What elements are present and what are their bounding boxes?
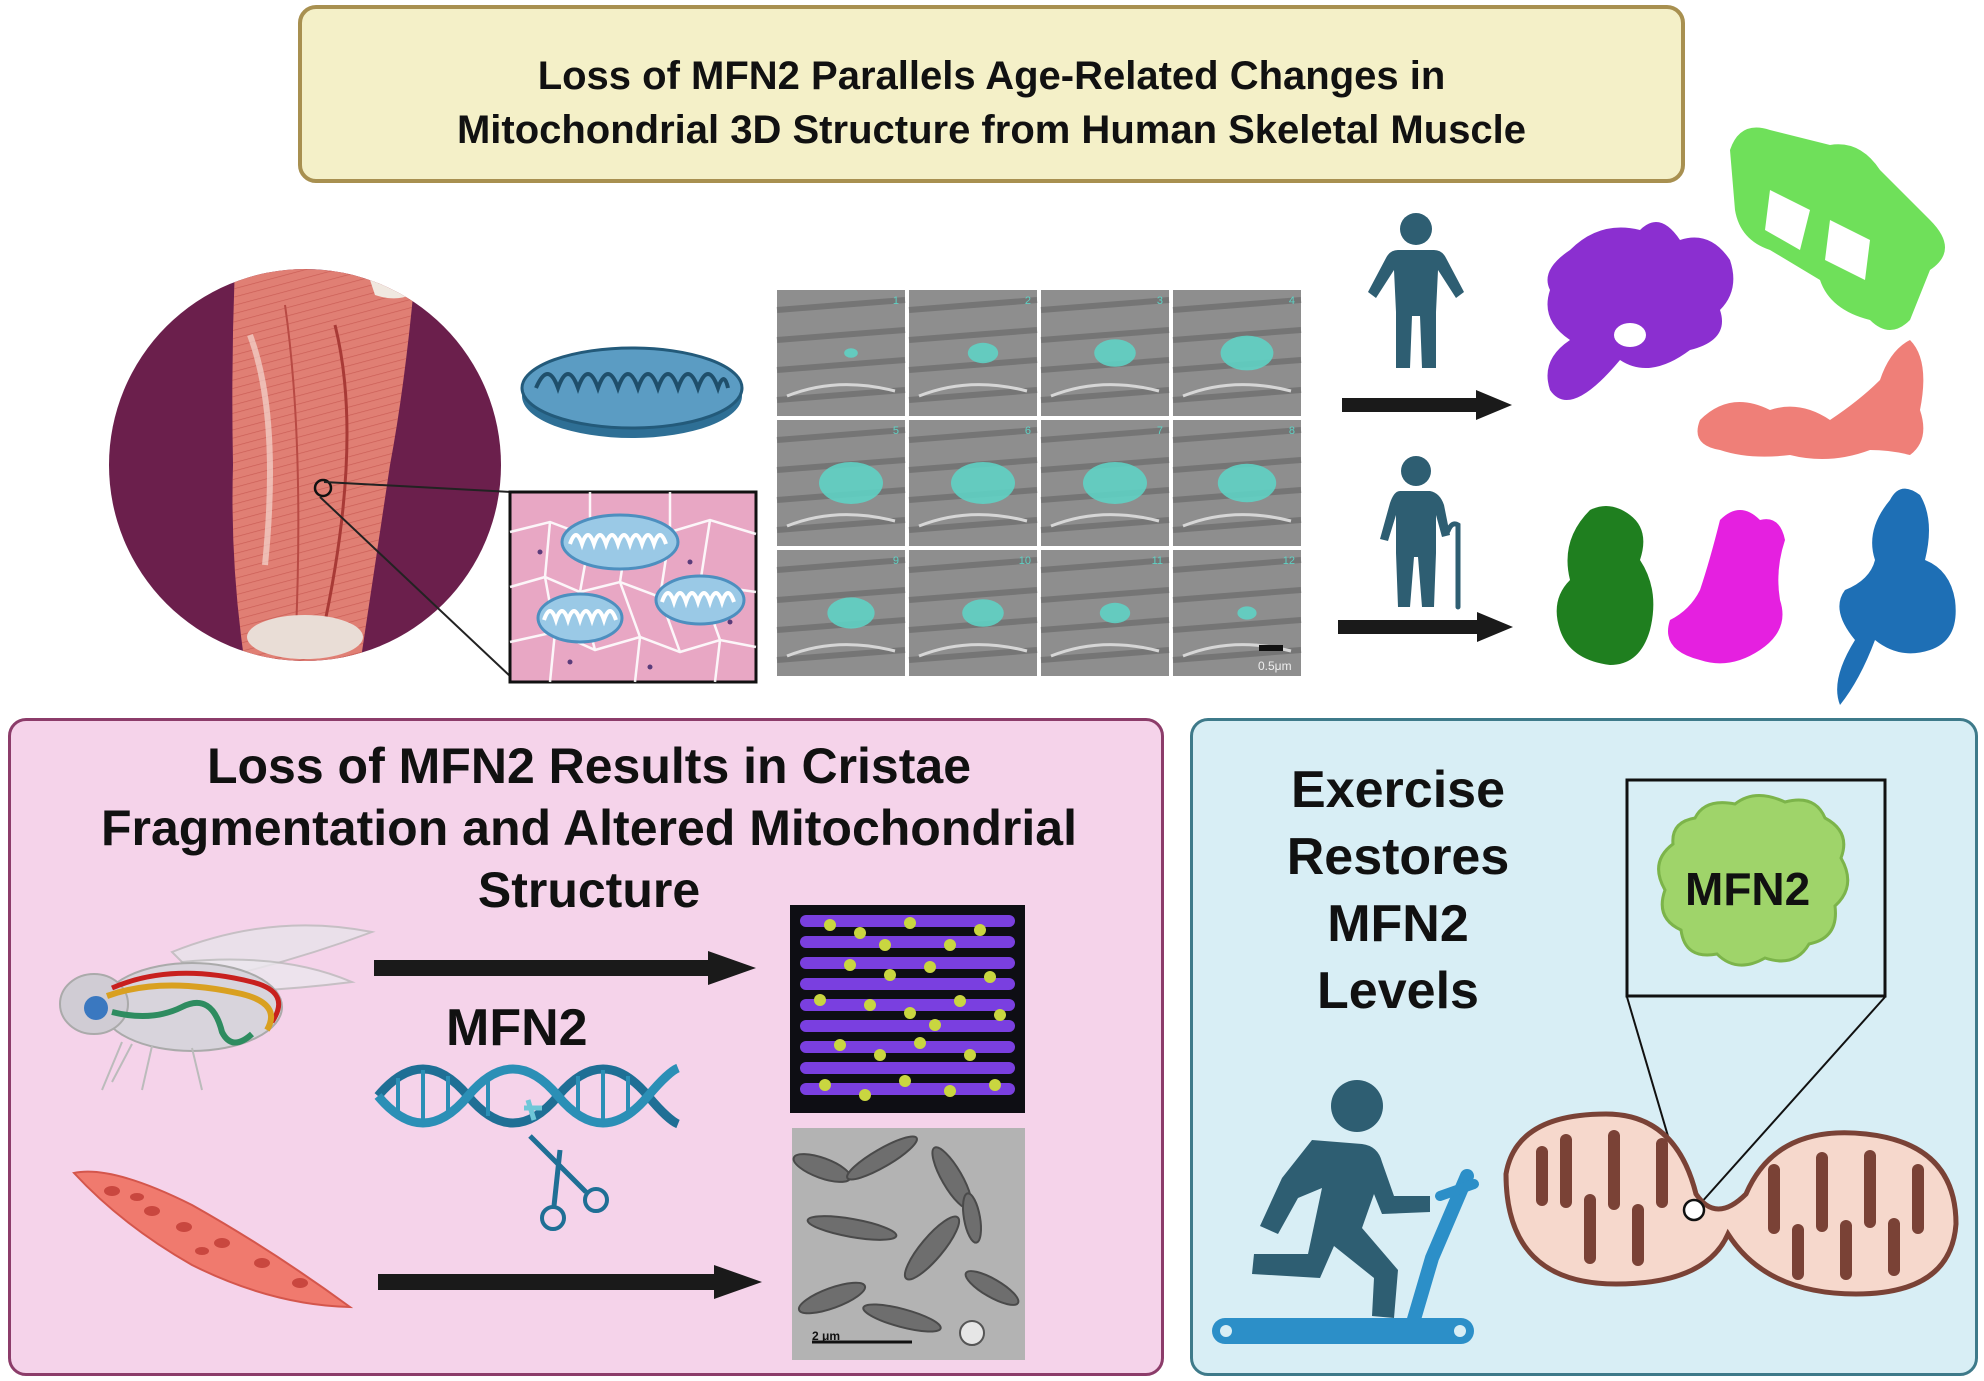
em-tile-number: 4	[1289, 295, 1295, 307]
fruit-fly-icon	[59, 924, 376, 1091]
em-tile-number: 12	[1283, 555, 1295, 567]
em-tile-number: 10	[1019, 555, 1031, 567]
mfn2-protein-label: MFN2	[1685, 863, 1811, 915]
scissors-icon	[528, 1134, 609, 1231]
em-tile-number: 7	[1157, 425, 1163, 437]
em-tile: 9	[776, 550, 906, 676]
em-tile: 2	[908, 290, 1038, 416]
3d-mitochondria-reconstructions	[1547, 127, 1956, 705]
thigh-muscle-illustration	[109, 269, 501, 661]
old-mitochondrion-green	[1556, 506, 1654, 665]
title-banner: Loss of MFN2 Parallels Age-Related Chang…	[298, 5, 1685, 183]
fly-arrow	[374, 951, 756, 985]
knockdown-panel-title: Loss of MFN2 Results in Cristae Fragment…	[101, 738, 1077, 918]
em-tile: 11	[1040, 550, 1170, 676]
em-tile: 7	[1040, 420, 1170, 546]
young-arrow	[1342, 390, 1512, 420]
em-tile-number: 11	[1152, 555, 1163, 567]
myotube-scale-bar-label: 2 μm	[812, 1329, 841, 1343]
em-tile: 4	[1172, 290, 1302, 416]
treadmill-runner-icon	[1212, 1080, 1479, 1344]
exercise-panel-title: Exercise Restores MFN2 Levels	[1286, 761, 1510, 1020]
old-mitochondrion-blue	[1837, 488, 1956, 705]
em-tile: 1	[776, 290, 906, 416]
exercise-mitochondrion-icon	[1503, 1111, 1959, 1297]
em-tile-number: 2	[1025, 295, 1031, 307]
young-mitochondrion-purple	[1547, 222, 1734, 400]
em-tile-number: 3	[1157, 295, 1163, 307]
em-tile: 3	[1040, 290, 1170, 416]
em-tile: 8	[1172, 420, 1302, 546]
em-tile: 5	[776, 420, 906, 546]
em-tile-number: 1	[893, 295, 899, 307]
em-tile-number: 8	[1289, 425, 1295, 437]
dna-helix-icon	[374, 1063, 680, 1129]
myotube-em-image	[792, 1128, 1025, 1360]
em-tile-number: 6	[1025, 425, 1031, 437]
elderly-person-with-cane-icon	[1380, 456, 1461, 610]
em-tile: 6	[908, 420, 1038, 546]
mfn2-gene-label: MFN2	[446, 999, 588, 1057]
mfn2-protein-icon	[1625, 778, 1887, 998]
em-scale-bar-label: 0.5μm	[1258, 659, 1292, 673]
myotube-cell-icon	[72, 1170, 354, 1309]
em-image-grid: 1 2 3 45 6 7 89 10 11 12	[776, 290, 1302, 676]
fly-muscle-3d-render	[790, 905, 1025, 1113]
figure-title: Loss of MFN2 Parallels Age-Related Chang…	[456, 54, 1527, 152]
old-mitochondrion-magenta	[1668, 510, 1785, 664]
em-tile-number: 9	[893, 555, 899, 567]
muscle-tissue-cross-section	[508, 490, 758, 684]
em-tile: 10	[908, 550, 1038, 676]
myotube-arrow	[378, 1265, 762, 1299]
em-tile-number: 5	[893, 425, 899, 437]
em-tile: 12	[1172, 550, 1302, 676]
young-mitochondrion-salmon	[1697, 340, 1924, 459]
adult-person-icon	[1368, 213, 1464, 368]
old-arrow	[1338, 612, 1513, 642]
mitochondrion-icon	[520, 346, 744, 438]
